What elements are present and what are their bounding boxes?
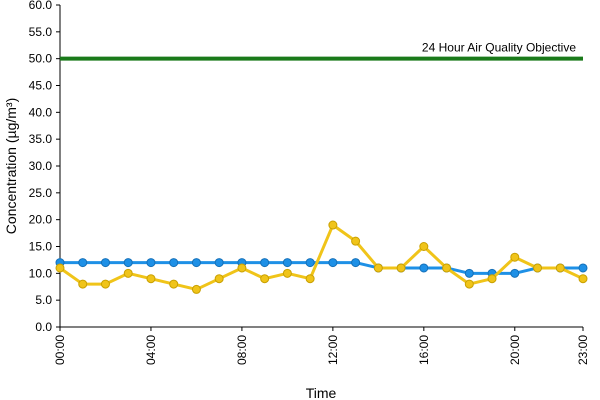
y-tick-label: 20.0 xyxy=(29,213,53,227)
y-tick-label: 55.0 xyxy=(29,25,53,39)
data-point xyxy=(555,263,565,273)
data-point xyxy=(214,258,224,268)
data-point xyxy=(146,274,156,284)
data-point xyxy=(419,242,429,251)
data-point xyxy=(191,258,201,268)
y-axis-title: Concentration (µg/m³) xyxy=(3,98,19,234)
x-axis: 00:00 04:00 08:00 12:00 16:00 20:00 23:00 xyxy=(53,326,590,365)
data-point xyxy=(169,279,179,289)
data-point xyxy=(510,252,520,262)
data-point xyxy=(78,279,88,289)
data-point xyxy=(464,268,474,278)
data-point xyxy=(123,268,133,278)
y-tick-label: 15.0 xyxy=(29,240,53,254)
y-tick-label: 10.0 xyxy=(29,266,53,280)
y-tick-label: 35.0 xyxy=(29,132,53,146)
data-point xyxy=(237,263,247,273)
data-point xyxy=(328,220,338,230)
series-line xyxy=(59,223,584,291)
data-point xyxy=(396,263,406,273)
y-tick-label: 30.0 xyxy=(29,159,53,173)
y-tick-label: 40.0 xyxy=(29,105,53,119)
data-point xyxy=(55,263,65,273)
data-point xyxy=(146,258,156,268)
data-point xyxy=(578,263,588,273)
y-tick-label: 45.0 xyxy=(29,79,53,93)
y-tick-label: 0.0 xyxy=(35,320,52,334)
data-point xyxy=(282,268,292,278)
y-tick-label: 5.0 xyxy=(35,293,52,307)
data-point xyxy=(464,279,474,289)
x-tick-label: 08:00 xyxy=(235,335,249,365)
data-point xyxy=(100,279,110,289)
data-point xyxy=(169,258,179,268)
data-point xyxy=(78,258,88,268)
data-point xyxy=(578,274,588,284)
data-point xyxy=(123,258,133,268)
x-tick-label: 12:00 xyxy=(326,335,340,365)
data-point xyxy=(282,258,292,268)
data-point xyxy=(510,268,520,278)
y-tick-label: 25.0 xyxy=(29,186,53,200)
x-tick-label: 20:00 xyxy=(508,335,522,365)
series-1 xyxy=(55,220,588,294)
data-point xyxy=(487,274,497,284)
data-point xyxy=(260,274,270,284)
x-tick-label: 00:00 xyxy=(53,335,67,365)
data-point xyxy=(351,236,361,246)
series-group xyxy=(55,220,588,294)
x-tick-label: 23:00 xyxy=(576,335,590,365)
data-point xyxy=(351,258,361,268)
data-point xyxy=(328,258,338,268)
data-point xyxy=(214,274,224,284)
data-point xyxy=(373,263,383,273)
x-tick-label: 16:00 xyxy=(417,335,431,365)
y-tick-label: 50.0 xyxy=(29,52,53,66)
data-point xyxy=(419,263,429,273)
data-point xyxy=(191,284,201,294)
data-point xyxy=(305,258,315,268)
data-point xyxy=(533,263,543,273)
y-axis: 0.0 5.0 10.0 15.0 20.0 25.0 30.0 35.0 40.0 45.0 50… xyxy=(29,0,61,334)
reference-line-group: 24 Hour Air Quality Objective xyxy=(60,41,583,61)
y-tick-label: 60.0 xyxy=(29,0,53,12)
data-point xyxy=(100,258,110,268)
x-tick-label: 04:00 xyxy=(144,335,158,365)
data-point xyxy=(260,258,270,268)
reference-line-label: 24 Hour Air Quality Objective xyxy=(422,41,576,55)
x-axis-title: Time xyxy=(306,385,337,400)
data-point xyxy=(442,263,452,273)
data-point xyxy=(305,274,315,284)
